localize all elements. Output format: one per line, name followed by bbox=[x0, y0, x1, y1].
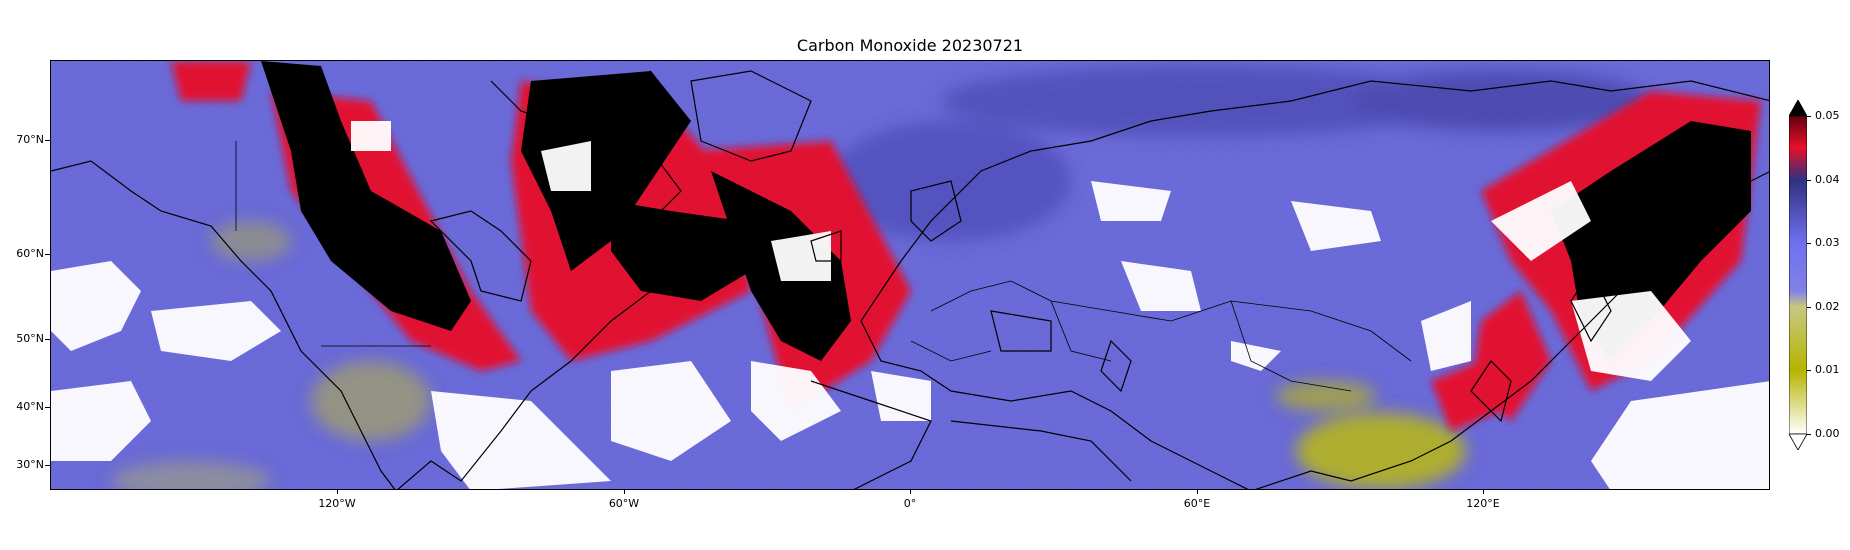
colorbar-label-0-00: 0.00 bbox=[1815, 427, 1840, 440]
lon-tick bbox=[1483, 490, 1484, 494]
country-borders bbox=[235, 141, 1412, 392]
lat-tick bbox=[45, 254, 50, 255]
lon-label-60e: 60°E bbox=[1183, 497, 1211, 510]
map-title: Carbon Monoxide 20230721 bbox=[796, 36, 1024, 55]
lat-tick bbox=[45, 407, 50, 408]
lat-label-60n: 60°N bbox=[16, 247, 44, 260]
colorbar-tick bbox=[1807, 434, 1811, 435]
colorbar-extend-over bbox=[1789, 100, 1807, 117]
lon-tick bbox=[337, 490, 338, 494]
colorbar bbox=[1789, 100, 1807, 450]
lat-tick bbox=[45, 465, 50, 466]
lon-label-120w: 120°W bbox=[318, 497, 356, 510]
colorbar-tick bbox=[1807, 243, 1811, 244]
colorbar-tick bbox=[1807, 307, 1811, 308]
colorbar-label-0-01: 0.01 bbox=[1815, 363, 1840, 376]
lat-label-50n: 50°N bbox=[16, 332, 44, 345]
lon-tick bbox=[1197, 490, 1198, 494]
colorbar-tick bbox=[1807, 180, 1811, 181]
lat-label-30n: 30°N bbox=[16, 458, 44, 471]
colorbar-label-0-02: 0.02 bbox=[1815, 300, 1840, 313]
lon-label-120e: 120°E bbox=[1466, 497, 1500, 510]
lat-label-70n: 70°N bbox=[16, 133, 44, 146]
colorbar-label-0-03: 0.03 bbox=[1815, 236, 1840, 249]
colorbar-extend-under bbox=[1789, 433, 1807, 450]
coastlines bbox=[51, 70, 1769, 489]
map-plot-area bbox=[50, 60, 1770, 490]
lon-tick bbox=[910, 490, 911, 494]
colorbar-label-0-04: 0.04 bbox=[1815, 173, 1840, 186]
lat-tick bbox=[45, 140, 50, 141]
lon-tick bbox=[624, 490, 625, 494]
lat-label-40n: 40°N bbox=[16, 400, 44, 413]
lat-tick bbox=[45, 339, 50, 340]
lon-label-60w: 60°W bbox=[608, 497, 640, 510]
co-concentration-map bbox=[51, 61, 1769, 489]
colorbar-label-0-05: 0.05 bbox=[1815, 109, 1840, 122]
colorbar-tick bbox=[1807, 116, 1811, 117]
colorbar-gradient bbox=[1789, 115, 1807, 435]
lon-label-0: 0° bbox=[903, 497, 917, 510]
colorbar-tick bbox=[1807, 370, 1811, 371]
